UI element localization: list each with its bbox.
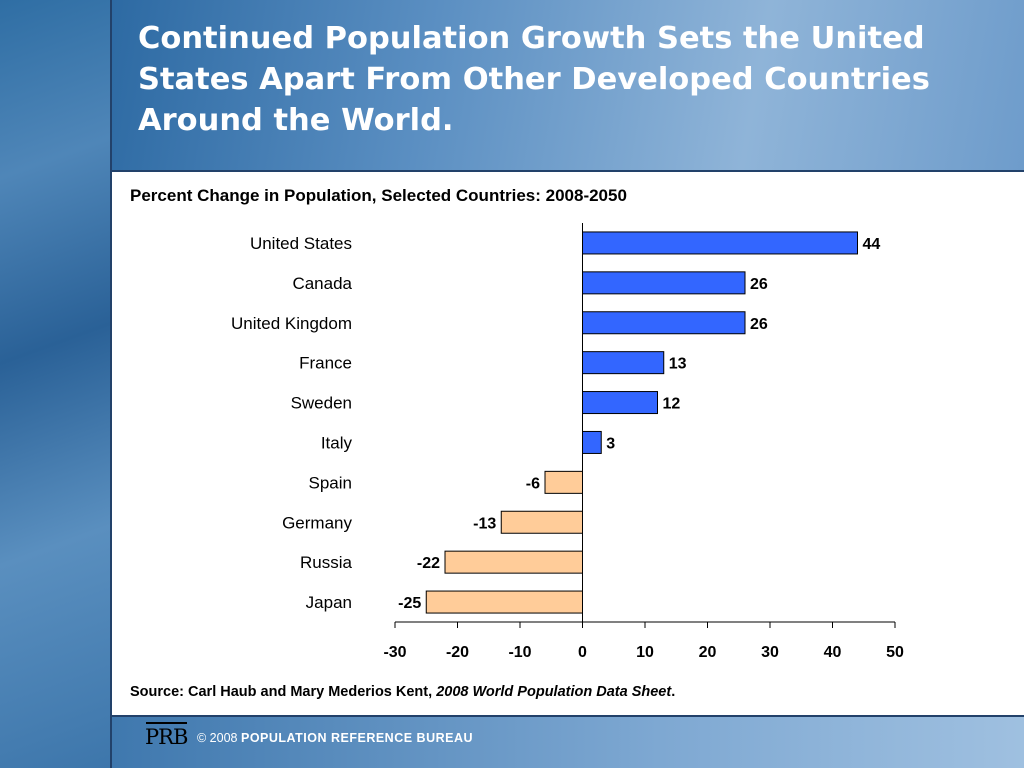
bar — [425, 590, 583, 614]
copyright-text: © 2008 — [197, 731, 238, 745]
bar — [582, 271, 746, 295]
category-label: United States — [250, 234, 352, 253]
source-note: Source: Carl Haub and Mary Mederios Kent… — [130, 684, 675, 700]
data-label: 44 — [863, 236, 881, 253]
category-label: United Kingdom — [231, 314, 352, 333]
bar — [500, 510, 583, 534]
data-label: 3 — [606, 435, 615, 452]
category-label: Italy — [321, 433, 353, 452]
slide-footer — [112, 716, 1024, 768]
source-suffix: . — [671, 684, 676, 700]
bar — [444, 550, 583, 574]
bar — [544, 470, 583, 494]
category-label: Russia — [300, 553, 353, 572]
x-tick-label: 0 — [578, 644, 587, 661]
bar — [582, 311, 746, 335]
category-label: France — [299, 354, 352, 373]
x-tick-label: 40 — [824, 644, 842, 661]
header-divider — [112, 170, 1024, 172]
footer-copyright: © 2008 POPULATION REFERENCE BUREAU — [197, 731, 473, 745]
bar — [582, 351, 665, 375]
chart-title: Percent Change in Population, Selected C… — [130, 186, 627, 205]
data-label: 26 — [750, 276, 768, 293]
category-label: Sweden — [291, 394, 352, 413]
data-label: 26 — [750, 316, 768, 333]
x-tick-label: 20 — [699, 644, 717, 661]
bar — [582, 391, 658, 415]
data-label: 12 — [663, 396, 681, 413]
slide-header — [112, 0, 1024, 170]
data-label: -6 — [526, 475, 540, 492]
data-label: -25 — [398, 595, 421, 612]
organization-name: POPULATION REFERENCE BUREAU — [240, 731, 474, 745]
data-label: -22 — [417, 555, 440, 572]
data-label: -13 — [473, 515, 496, 532]
x-tick-label: -20 — [446, 644, 469, 661]
category-label: Japan — [306, 593, 352, 612]
slide-title: Continued Population Growth Sets the Uni… — [138, 21, 930, 138]
category-label: Canada — [292, 274, 352, 293]
bar — [582, 231, 858, 255]
vertical-divider — [110, 0, 112, 768]
category-label: Germany — [282, 513, 352, 532]
source-publication: 2008 World Population Data Sheet — [436, 684, 672, 700]
x-tick-label: 10 — [636, 644, 654, 661]
x-tick-label: -30 — [383, 644, 406, 661]
x-tick-label: 50 — [886, 644, 904, 661]
x-tick-label: 30 — [761, 644, 779, 661]
data-label: 13 — [669, 356, 687, 373]
category-label: Spain — [309, 473, 352, 492]
bar — [582, 430, 602, 454]
x-tick-label: -10 — [508, 644, 531, 661]
prb-logo: PRB — [145, 725, 188, 749]
footer-divider — [112, 715, 1024, 717]
source-prefix: Source: Carl Haub and Mary Mederios Kent… — [130, 684, 437, 700]
prb-logo-bar — [146, 722, 187, 724]
left-decorative-panel — [0, 0, 111, 768]
